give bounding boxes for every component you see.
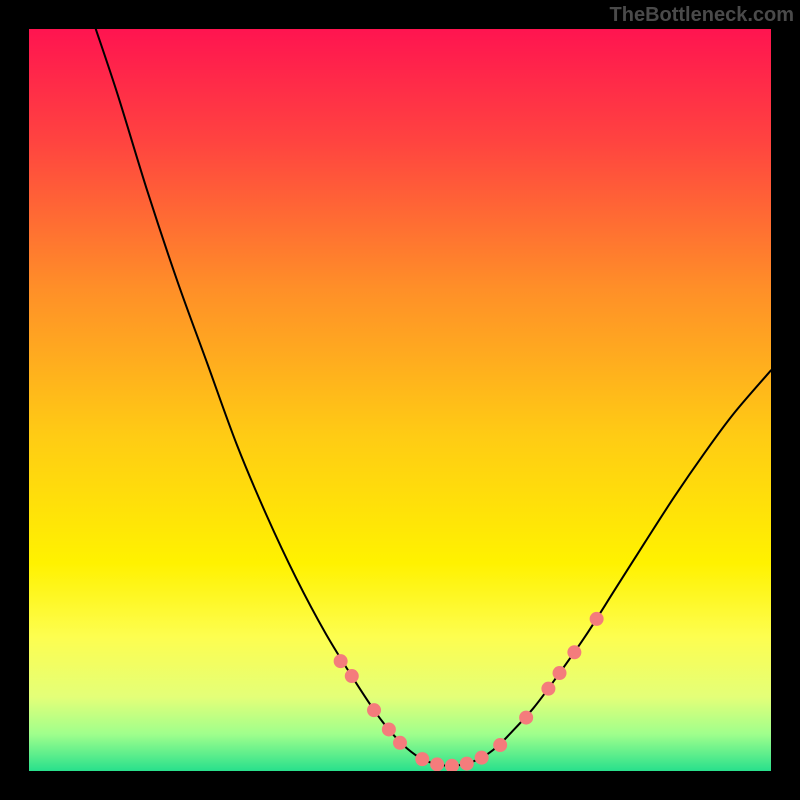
plot-area bbox=[29, 29, 771, 771]
chart-container: TheBottleneck.com bbox=[0, 0, 800, 800]
watermark-text: TheBottleneck.com bbox=[610, 4, 794, 27]
gradient-background bbox=[29, 29, 771, 771]
